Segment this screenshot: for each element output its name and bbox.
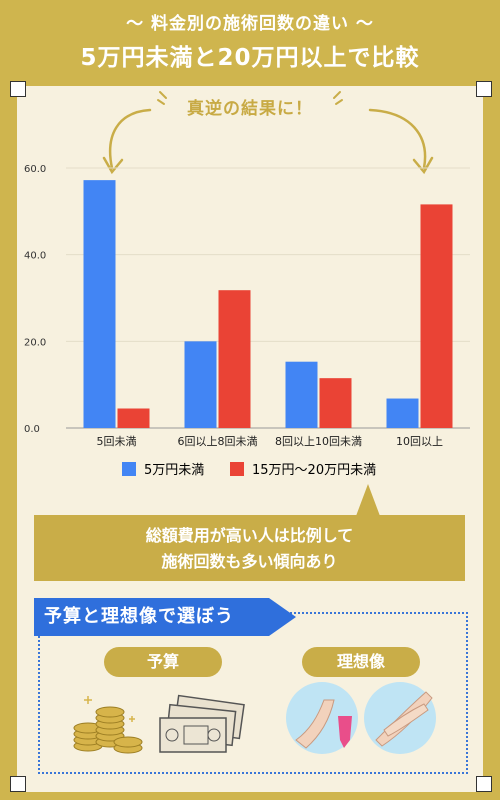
- bar-series-2: [218, 290, 251, 428]
- coin-stack-icon: [73, 696, 143, 754]
- smooth-legs-illustration-icon: [364, 682, 436, 754]
- pill-ideal: 理想像: [302, 647, 420, 677]
- bar-series-1: [285, 361, 318, 428]
- header-subtitle: 〜 料金別の施術回数の違い 〜: [126, 14, 374, 34]
- bar-series-2: [420, 204, 453, 428]
- smooth-arm-illustration-icon: [286, 682, 358, 754]
- banknote-stack-icon: [159, 694, 245, 753]
- y-tick-label: 20.0: [24, 337, 46, 348]
- bar-series-1: [83, 180, 116, 428]
- y-tick-label: 40.0: [24, 251, 46, 262]
- callout-title: 真逆の結果に！: [187, 99, 313, 119]
- header-title: 5万円未満と20万円以上で比較: [80, 45, 420, 71]
- sparkle-icon: [157, 91, 343, 105]
- corner-handle-top-left[interactable]: [10, 81, 26, 97]
- y-tick-label: 0.0: [24, 424, 40, 435]
- pill-budget: 予算: [104, 647, 222, 677]
- y-tick-label: 60.0: [24, 164, 46, 175]
- left-curved-arrow-icon: [102, 108, 152, 175]
- header-banner: 〜 料金別の施術回数の違い 〜 5万円未満と20万円以上で比較: [0, 0, 500, 86]
- note-line-1: 総額費用が高い人は比例して: [145, 526, 354, 545]
- bar-series-2: [319, 378, 352, 428]
- corner-handle-top-right[interactable]: [476, 81, 492, 97]
- corner-handle-bottom-right[interactable]: [476, 776, 492, 792]
- x-tick-label: 6回以上8回未満: [178, 435, 258, 448]
- note-line-2: 施術回数も多い傾向あり: [161, 552, 338, 571]
- right-curved-arrow-icon: [368, 108, 434, 175]
- x-tick-label: 5回未満: [97, 435, 137, 448]
- bar-series-1: [386, 398, 419, 428]
- bar-series-1: [184, 341, 217, 428]
- x-tick-label: 8回以上10回未満: [275, 435, 362, 448]
- note-box-pointer: [356, 484, 380, 516]
- note-box: 総額費用が高い人は比例して 施術回数も多い傾向あり: [34, 515, 465, 581]
- x-tick-label: 10回以上: [396, 435, 443, 448]
- section-banner: 予算と理想像で選ぼう: [34, 598, 296, 636]
- bar-series-2: [117, 408, 150, 428]
- corner-handle-bottom-left[interactable]: [10, 776, 26, 792]
